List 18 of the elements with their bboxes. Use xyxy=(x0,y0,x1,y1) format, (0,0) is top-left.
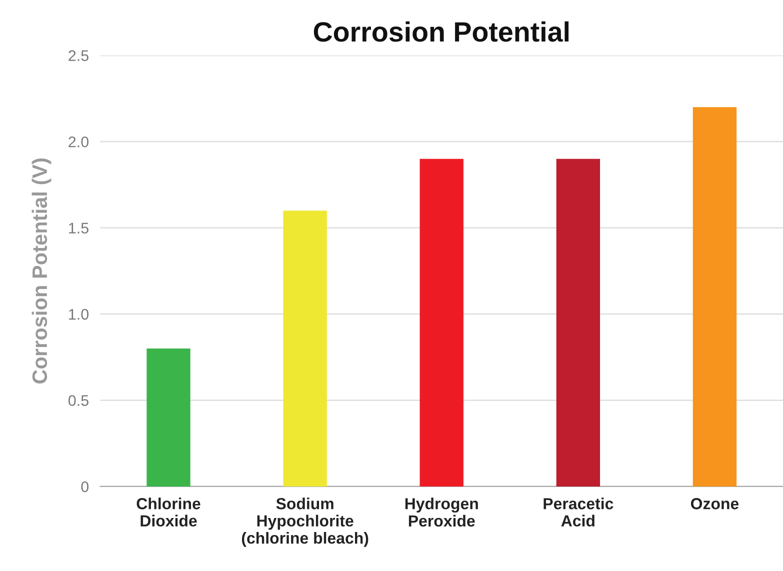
y-tick-label: 1.5 xyxy=(69,222,88,234)
bar xyxy=(146,348,190,486)
x-tick-label: Hydrogen Peroxide xyxy=(405,498,478,527)
y-tick-label: 0.5 xyxy=(68,395,88,406)
y-axis-title: Corrosion Potential (V) xyxy=(32,158,52,384)
bar xyxy=(692,107,737,486)
bar xyxy=(420,158,464,486)
bar xyxy=(556,158,600,486)
x-tick-label: Ozone xyxy=(690,498,739,510)
x-tick-label: Peracetic Acid xyxy=(544,498,614,527)
x-tick-label: Chlorine Dioxide xyxy=(136,498,200,527)
x-tick-label: Sodium Hypochlorite (chlorine bleach) xyxy=(242,498,368,547)
bar xyxy=(283,210,327,486)
chart-title: Corrosion Potential xyxy=(314,21,569,42)
y-tick-label: 2.5 xyxy=(68,50,88,62)
y-tick-label: 0 xyxy=(81,481,89,492)
y-tick-label: 2.0 xyxy=(68,136,89,148)
y-tick-label: 1.0 xyxy=(69,308,89,320)
